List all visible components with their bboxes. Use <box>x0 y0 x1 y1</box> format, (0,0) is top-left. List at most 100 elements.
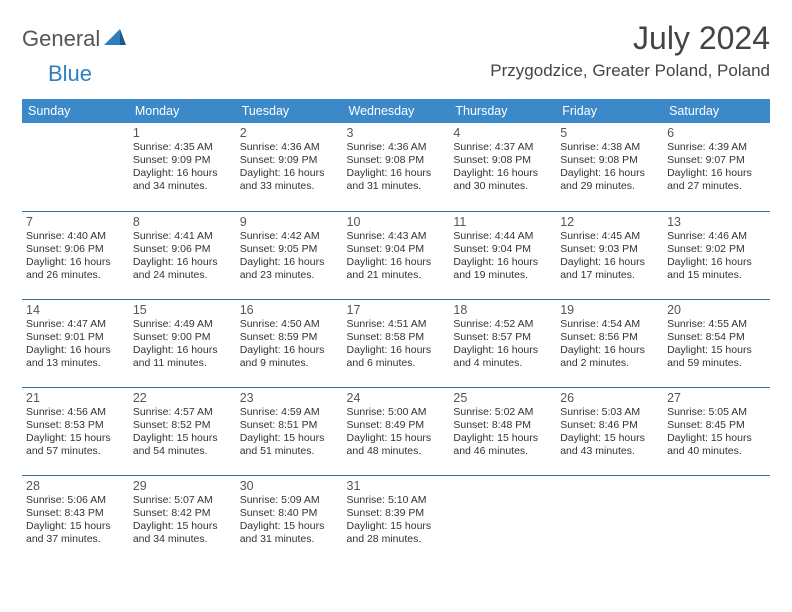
day-header: Sunday <box>22 99 129 123</box>
day-details: Sunrise: 4:57 AMSunset: 8:52 PMDaylight:… <box>131 406 234 459</box>
day-number: 11 <box>451 215 554 229</box>
day-number: 1 <box>131 126 234 140</box>
day-number: 21 <box>24 391 127 405</box>
day-details: Sunrise: 4:47 AMSunset: 9:01 PMDaylight:… <box>24 318 127 371</box>
calendar-cell: 16Sunrise: 4:50 AMSunset: 8:59 PMDayligh… <box>236 299 343 387</box>
day-number: 30 <box>238 479 341 493</box>
calendar-cell <box>22 123 129 211</box>
day-number: 5 <box>558 126 661 140</box>
calendar-cell: 11Sunrise: 4:44 AMSunset: 9:04 PMDayligh… <box>449 211 556 299</box>
calendar-cell: 7Sunrise: 4:40 AMSunset: 9:06 PMDaylight… <box>22 211 129 299</box>
calendar-cell: 31Sunrise: 5:10 AMSunset: 8:39 PMDayligh… <box>343 475 450 563</box>
day-number: 14 <box>24 303 127 317</box>
day-details: Sunrise: 4:41 AMSunset: 9:06 PMDaylight:… <box>131 230 234 283</box>
day-details: Sunrise: 4:59 AMSunset: 8:51 PMDaylight:… <box>238 406 341 459</box>
day-number: 19 <box>558 303 661 317</box>
day-number: 16 <box>238 303 341 317</box>
day-number: 28 <box>24 479 127 493</box>
calendar-cell: 6Sunrise: 4:39 AMSunset: 9:07 PMDaylight… <box>663 123 770 211</box>
day-header-row: Sunday Monday Tuesday Wednesday Thursday… <box>22 99 770 123</box>
day-details: Sunrise: 5:06 AMSunset: 8:43 PMDaylight:… <box>24 494 127 547</box>
calendar-cell: 19Sunrise: 4:54 AMSunset: 8:56 PMDayligh… <box>556 299 663 387</box>
calendar-cell: 24Sunrise: 5:00 AMSunset: 8:49 PMDayligh… <box>343 387 450 475</box>
calendar-cell: 8Sunrise: 4:41 AMSunset: 9:06 PMDaylight… <box>129 211 236 299</box>
calendar-cell: 1Sunrise: 4:35 AMSunset: 9:09 PMDaylight… <box>129 123 236 211</box>
day-number: 22 <box>131 391 234 405</box>
calendar-cell: 20Sunrise: 4:55 AMSunset: 8:54 PMDayligh… <box>663 299 770 387</box>
calendar-cell: 28Sunrise: 5:06 AMSunset: 8:43 PMDayligh… <box>22 475 129 563</box>
calendar-week-row: 1Sunrise: 4:35 AMSunset: 9:09 PMDaylight… <box>22 123 770 211</box>
calendar-table: Sunday Monday Tuesday Wednesday Thursday… <box>22 99 770 563</box>
day-number: 10 <box>345 215 448 229</box>
day-details: Sunrise: 4:36 AMSunset: 9:08 PMDaylight:… <box>345 141 448 194</box>
day-number: 7 <box>24 215 127 229</box>
day-header: Thursday <box>449 99 556 123</box>
day-details: Sunrise: 4:52 AMSunset: 8:57 PMDaylight:… <box>451 318 554 371</box>
calendar-cell: 18Sunrise: 4:52 AMSunset: 8:57 PMDayligh… <box>449 299 556 387</box>
month-title: July 2024 <box>490 20 770 57</box>
day-number: 29 <box>131 479 234 493</box>
calendar-cell <box>556 475 663 563</box>
calendar-cell: 29Sunrise: 5:07 AMSunset: 8:42 PMDayligh… <box>129 475 236 563</box>
calendar-week-row: 21Sunrise: 4:56 AMSunset: 8:53 PMDayligh… <box>22 387 770 475</box>
calendar-cell: 3Sunrise: 4:36 AMSunset: 9:08 PMDaylight… <box>343 123 450 211</box>
day-details: Sunrise: 4:37 AMSunset: 9:08 PMDaylight:… <box>451 141 554 194</box>
day-details: Sunrise: 4:50 AMSunset: 8:59 PMDaylight:… <box>238 318 341 371</box>
calendar-cell: 27Sunrise: 5:05 AMSunset: 8:45 PMDayligh… <box>663 387 770 475</box>
day-number: 20 <box>665 303 768 317</box>
day-number: 13 <box>665 215 768 229</box>
day-details: Sunrise: 5:09 AMSunset: 8:40 PMDaylight:… <box>238 494 341 547</box>
day-header: Saturday <box>663 99 770 123</box>
calendar-cell: 13Sunrise: 4:46 AMSunset: 9:02 PMDayligh… <box>663 211 770 299</box>
day-details: Sunrise: 4:38 AMSunset: 9:08 PMDaylight:… <box>558 141 661 194</box>
day-details: Sunrise: 4:44 AMSunset: 9:04 PMDaylight:… <box>451 230 554 283</box>
day-number: 18 <box>451 303 554 317</box>
calendar-cell: 26Sunrise: 5:03 AMSunset: 8:46 PMDayligh… <box>556 387 663 475</box>
calendar-cell: 25Sunrise: 5:02 AMSunset: 8:48 PMDayligh… <box>449 387 556 475</box>
day-details: Sunrise: 4:39 AMSunset: 9:07 PMDaylight:… <box>665 141 768 194</box>
calendar-week-row: 7Sunrise: 4:40 AMSunset: 9:06 PMDaylight… <box>22 211 770 299</box>
day-details: Sunrise: 4:35 AMSunset: 9:09 PMDaylight:… <box>131 141 234 194</box>
calendar-cell: 14Sunrise: 4:47 AMSunset: 9:01 PMDayligh… <box>22 299 129 387</box>
day-number: 6 <box>665 126 768 140</box>
day-number: 9 <box>238 215 341 229</box>
calendar-week-row: 28Sunrise: 5:06 AMSunset: 8:43 PMDayligh… <box>22 475 770 563</box>
day-details: Sunrise: 4:36 AMSunset: 9:09 PMDaylight:… <box>238 141 341 194</box>
calendar-cell: 9Sunrise: 4:42 AMSunset: 9:05 PMDaylight… <box>236 211 343 299</box>
calendar-cell: 23Sunrise: 4:59 AMSunset: 8:51 PMDayligh… <box>236 387 343 475</box>
calendar-cell: 22Sunrise: 4:57 AMSunset: 8:52 PMDayligh… <box>129 387 236 475</box>
day-details: Sunrise: 4:49 AMSunset: 9:00 PMDaylight:… <box>131 318 234 371</box>
calendar-cell: 2Sunrise: 4:36 AMSunset: 9:09 PMDaylight… <box>236 123 343 211</box>
day-details: Sunrise: 5:03 AMSunset: 8:46 PMDaylight:… <box>558 406 661 459</box>
day-header: Monday <box>129 99 236 123</box>
calendar-cell: 12Sunrise: 4:45 AMSunset: 9:03 PMDayligh… <box>556 211 663 299</box>
day-number: 8 <box>131 215 234 229</box>
calendar-cell: 17Sunrise: 4:51 AMSunset: 8:58 PMDayligh… <box>343 299 450 387</box>
day-details: Sunrise: 5:10 AMSunset: 8:39 PMDaylight:… <box>345 494 448 547</box>
day-number: 31 <box>345 479 448 493</box>
calendar-cell: 5Sunrise: 4:38 AMSunset: 9:08 PMDaylight… <box>556 123 663 211</box>
brand-text-blue: Blue <box>48 61 792 87</box>
day-details: Sunrise: 5:02 AMSunset: 8:48 PMDaylight:… <box>451 406 554 459</box>
day-number: 17 <box>345 303 448 317</box>
calendar-cell <box>663 475 770 563</box>
day-number: 26 <box>558 391 661 405</box>
day-details: Sunrise: 4:40 AMSunset: 9:06 PMDaylight:… <box>24 230 127 283</box>
day-details: Sunrise: 5:00 AMSunset: 8:49 PMDaylight:… <box>345 406 448 459</box>
brand-text-general: General <box>22 26 100 52</box>
calendar-cell: 10Sunrise: 4:43 AMSunset: 9:04 PMDayligh… <box>343 211 450 299</box>
day-details: Sunrise: 4:46 AMSunset: 9:02 PMDaylight:… <box>665 230 768 283</box>
day-details: Sunrise: 4:43 AMSunset: 9:04 PMDaylight:… <box>345 230 448 283</box>
day-header: Tuesday <box>236 99 343 123</box>
calendar-week-row: 14Sunrise: 4:47 AMSunset: 9:01 PMDayligh… <box>22 299 770 387</box>
day-number: 3 <box>345 126 448 140</box>
calendar-cell <box>449 475 556 563</box>
day-details: Sunrise: 4:54 AMSunset: 8:56 PMDaylight:… <box>558 318 661 371</box>
day-number: 24 <box>345 391 448 405</box>
day-number: 4 <box>451 126 554 140</box>
day-header: Wednesday <box>343 99 450 123</box>
day-number: 23 <box>238 391 341 405</box>
day-details: Sunrise: 4:42 AMSunset: 9:05 PMDaylight:… <box>238 230 341 283</box>
day-details: Sunrise: 4:56 AMSunset: 8:53 PMDaylight:… <box>24 406 127 459</box>
day-number: 2 <box>238 126 341 140</box>
